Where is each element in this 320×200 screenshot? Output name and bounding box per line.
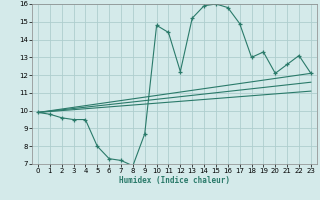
- X-axis label: Humidex (Indice chaleur): Humidex (Indice chaleur): [119, 176, 230, 185]
